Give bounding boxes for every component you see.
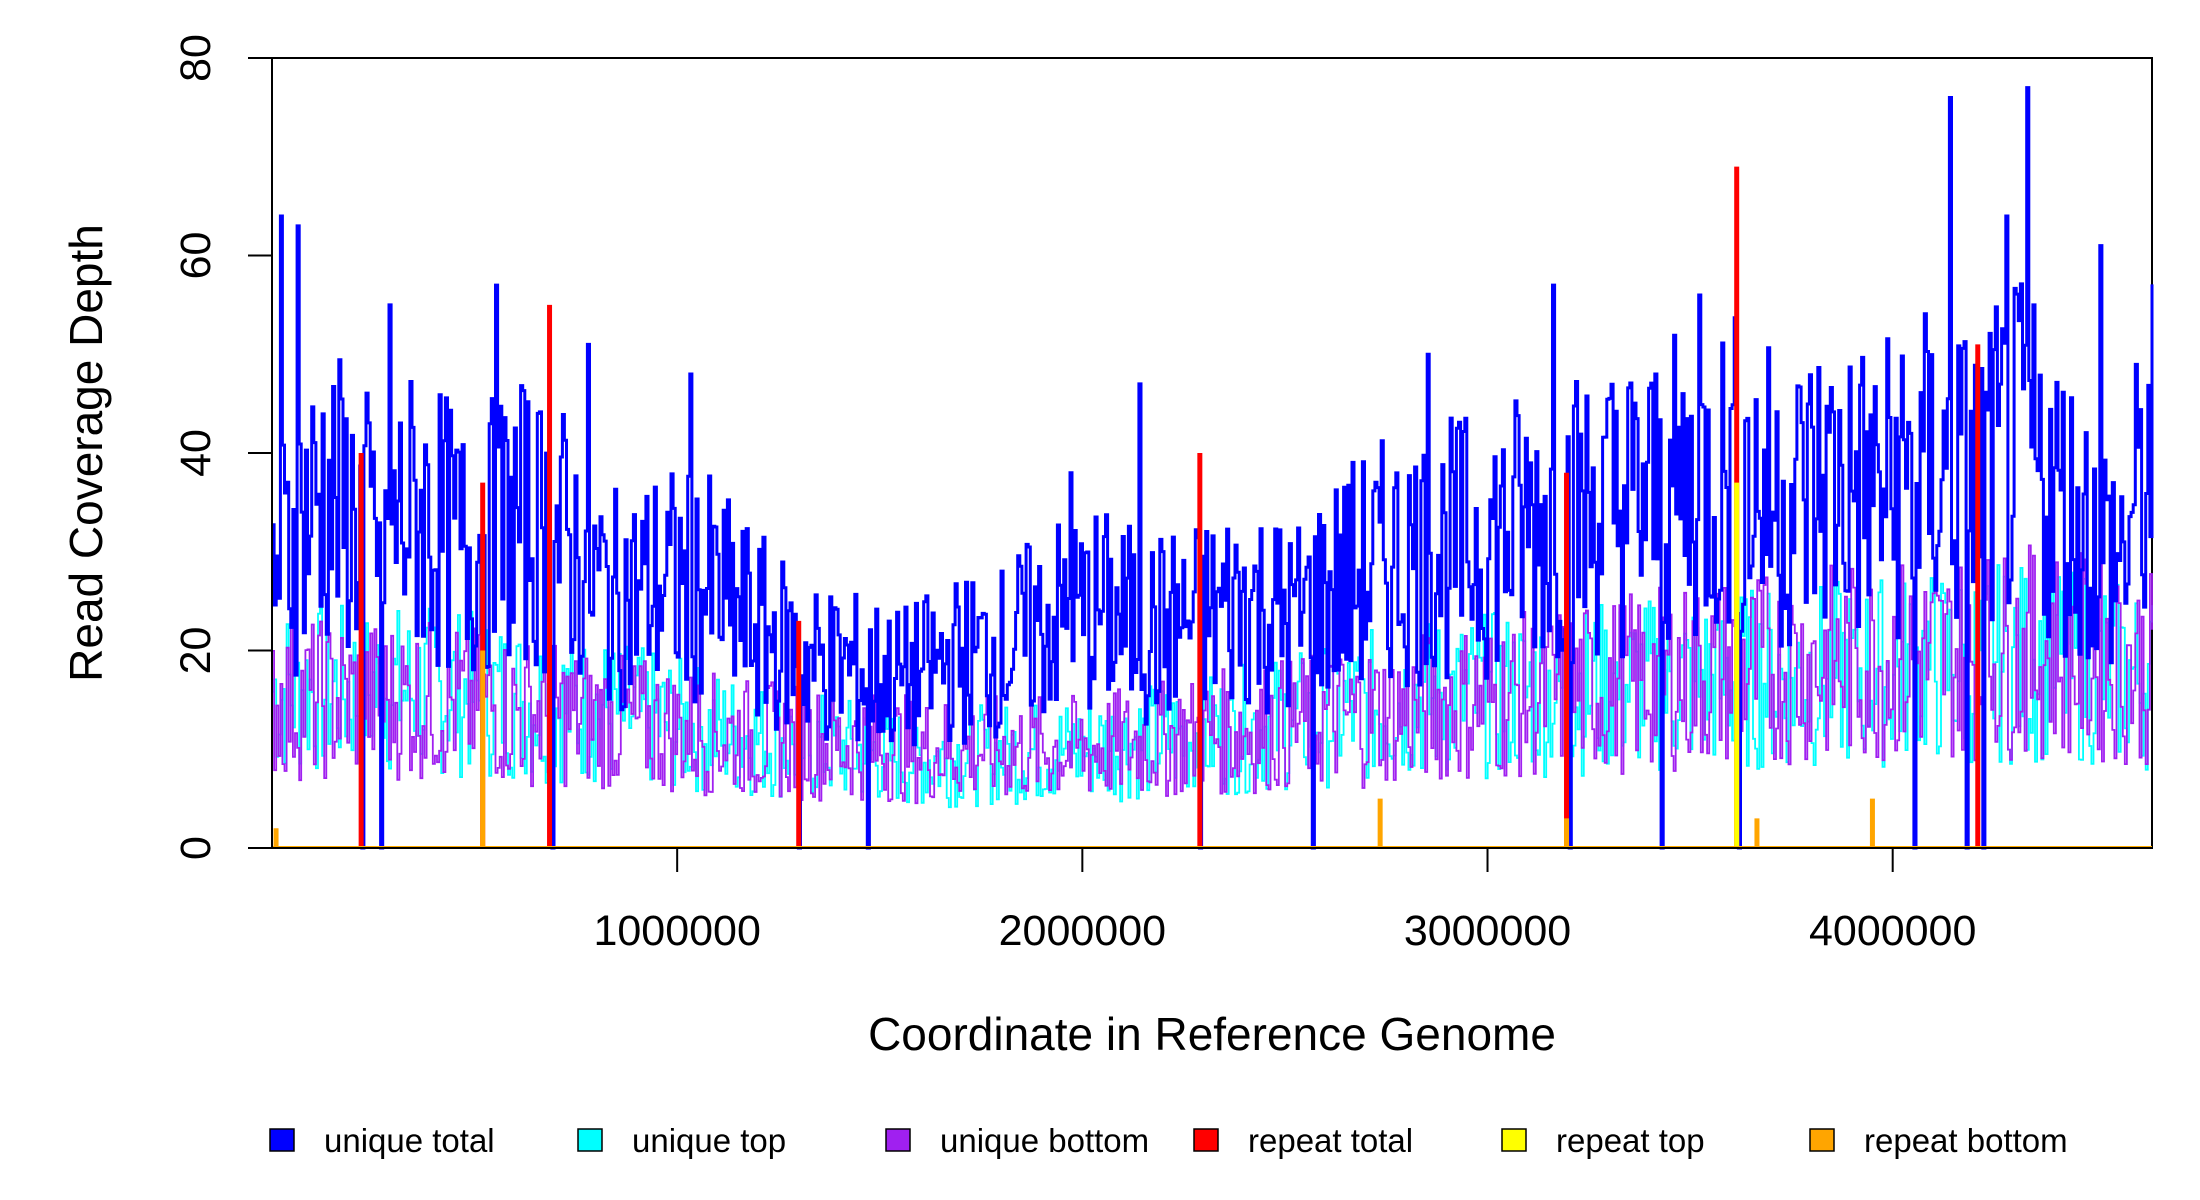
legend-item-repeat-total: repeat total xyxy=(1193,1122,1413,1159)
legend-swatch xyxy=(1193,1128,1219,1152)
y-tick-label: 80 xyxy=(172,34,220,82)
legend-swatch xyxy=(1809,1128,1835,1152)
x-axis-label: Coordinate in Reference Genome xyxy=(868,1008,1556,1060)
legend-label: repeat total xyxy=(1248,1122,1413,1159)
legend: unique total unique top unique bottom repea… xyxy=(269,1122,2068,1159)
x-tick-label: 1000000 xyxy=(593,907,760,955)
x-tick-label: 4000000 xyxy=(1809,907,1976,955)
x-tick-label: 2000000 xyxy=(999,907,1166,955)
series-line-unique-top xyxy=(272,560,2153,809)
legend-item-repeat-bottom: repeat bottom xyxy=(1809,1122,2068,1159)
legend-item-unique-top: unique top xyxy=(577,1122,786,1159)
x-tick-label: 3000000 xyxy=(1404,907,1571,955)
legend-label: unique bottom xyxy=(940,1122,1149,1159)
axes-layer: 0 20 40 60 80 1000000 2000000 3000000 4000000 xyxy=(172,34,2152,955)
y-tick-label: 40 xyxy=(172,429,220,477)
legend-swatch xyxy=(1501,1128,1527,1152)
legend-label: repeat bottom xyxy=(1864,1122,2068,1159)
legend-label: repeat top xyxy=(1556,1122,1705,1159)
y-tick-label: 0 xyxy=(172,836,220,860)
legend-item-unique-total: unique total xyxy=(269,1122,495,1159)
legend-label: unique total xyxy=(324,1122,495,1159)
series-layer xyxy=(272,86,2154,850)
legend-item-repeat-top: repeat top xyxy=(1501,1122,1705,1159)
legend-swatch xyxy=(269,1128,295,1152)
legend-label: unique top xyxy=(632,1122,786,1159)
legend-swatch xyxy=(577,1128,603,1152)
y-tick-label: 60 xyxy=(172,232,220,280)
legend-swatch xyxy=(885,1128,911,1152)
y-axis-label: Read Coverage Depth xyxy=(60,224,112,682)
y-tick-label: 20 xyxy=(172,627,220,675)
series-line-unique-total xyxy=(272,86,2154,850)
series-line-unique-bottom xyxy=(272,544,2153,805)
legend-item-unique-bottom: unique bottom xyxy=(885,1122,1149,1159)
